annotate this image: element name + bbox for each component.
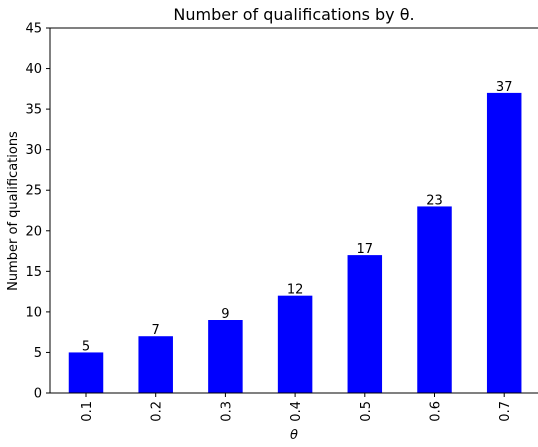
data-label-0.6: 23 <box>426 193 443 208</box>
bar-0.2 <box>138 336 173 393</box>
y-tick-label-40: 40 <box>25 62 42 77</box>
x-tick-label-0.1: 0.1 <box>80 401 95 422</box>
y-tick-label-20: 20 <box>25 224 42 239</box>
y-tick-label-35: 35 <box>25 103 42 118</box>
data-label-0.7: 37 <box>496 80 513 95</box>
y-tick-label-0: 0 <box>34 387 42 402</box>
plot-area: 5 0.1 7 0.2 9 0.3 12 0.4 17 0.5 23 0.6 37 0.7 0 5 10 15 20… <box>25 22 538 422</box>
y-tick-label-30: 30 <box>25 143 42 158</box>
bar-0.7 <box>486 92 522 393</box>
bar-0.1 <box>68 352 104 393</box>
data-label-0.4: 12 <box>287 283 304 298</box>
bar-0.4 <box>277 295 313 393</box>
y-tick-label-10: 10 <box>25 305 42 320</box>
data-label-0.2: 7 <box>152 323 160 338</box>
x-tick-label-0.5: 0.5 <box>359 401 374 422</box>
x-tick-label-0.3: 0.3 <box>219 401 234 422</box>
data-label-0.1: 5 <box>82 339 90 354</box>
y-tick-label-15: 15 <box>25 265 42 280</box>
bar-0.3 <box>208 320 243 393</box>
x-tick-label-0.2: 0.2 <box>150 401 165 422</box>
data-label-0.5: 17 <box>357 242 374 257</box>
y-tick-label-45: 45 <box>25 22 42 37</box>
x-tick-label-0.4: 0.4 <box>289 401 304 422</box>
y-tick-label-25: 25 <box>25 184 42 199</box>
y-tick-label-5: 5 <box>34 346 42 361</box>
x-axis-title: θ <box>290 428 298 443</box>
data-label-0.3: 9 <box>221 307 229 322</box>
x-tick-label-0.7: 0.7 <box>498 401 513 422</box>
bar-0.6 <box>417 206 452 393</box>
x-tick-label-0.6: 0.6 <box>429 401 444 422</box>
chart-title: Number of qualifications by θ. <box>173 5 414 24</box>
y-axis-title: Number of qualifications <box>6 131 21 291</box>
bar-0.5 <box>347 255 383 393</box>
